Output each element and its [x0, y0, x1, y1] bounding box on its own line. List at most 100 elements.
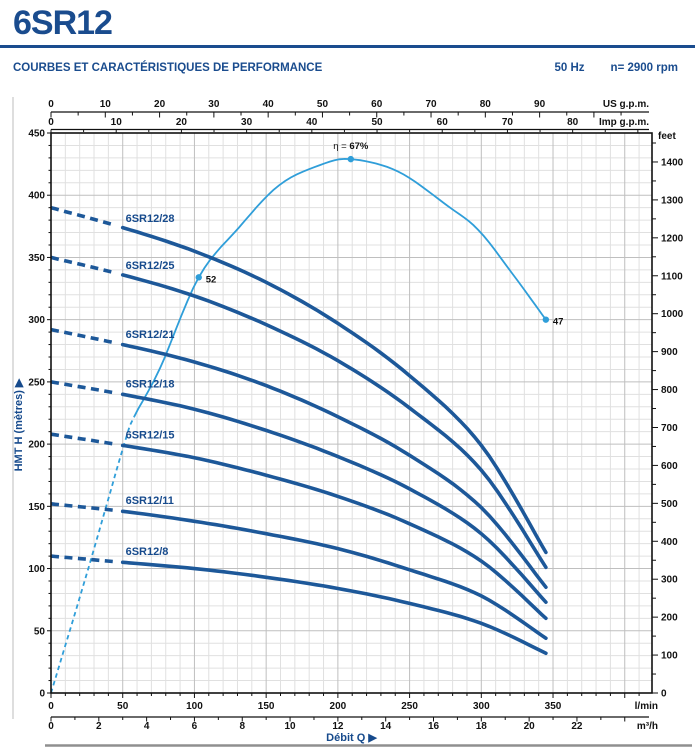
feet-tick-label: 1200 [661, 233, 684, 244]
efficiency-marker-label: 47 [553, 317, 564, 328]
lmin-tick-label: 100 [186, 701, 203, 712]
metres-tick-label: 50 [34, 626, 46, 637]
m3h-tick-label: 2 [96, 721, 102, 732]
efficiency-marker-dot [542, 316, 550, 323]
metres-tick-label: 350 [28, 253, 45, 264]
feet-tick-label: 1000 [661, 309, 684, 320]
pump-curve-solid [120, 273, 548, 570]
imp-tick-label: 50 [371, 117, 383, 128]
pump-curve-solid [120, 342, 548, 589]
imp-tick-label: 0 [48, 117, 54, 128]
metres-tick-label: 200 [28, 440, 45, 451]
axis-lmin: 0 50 100 150 200 250 300 350 l/min [48, 693, 658, 712]
m3h-tick-label: 16 [428, 721, 440, 732]
us-tick-label: 20 [154, 99, 166, 110]
metres-tick-label: 100 [28, 564, 45, 575]
grid [51, 133, 652, 693]
feet-tick-label: 500 [661, 499, 678, 510]
frequency-label: 50 Hz [554, 62, 585, 74]
imp-tick-label: 20 [176, 117, 188, 128]
m3h-unit-label: m³/h [637, 721, 658, 732]
axis-metres: 0 50 100 150 200 250 300 350 400 450 HMT H (mètres… [13, 129, 51, 700]
curve-label: 6SR12/21 [126, 329, 175, 341]
efficiency-marker-dot [347, 155, 354, 163]
imp-tick-label: 60 [437, 117, 449, 128]
imp-unit-label: Imp g.p.m. [599, 117, 649, 128]
m3h-tick-label: 20 [524, 721, 536, 732]
m3h-tick-label: 0 [48, 721, 54, 732]
axis-imp-gpm: 0 10 20 30 40 50 60 70 80 Imp g.p.m. [48, 117, 649, 133]
m3h-tick-label: 10 [285, 721, 297, 732]
speed-label: n= 2900 rpm [610, 62, 678, 74]
us-tick-label: 40 [263, 99, 275, 110]
metres-tick-label: 400 [28, 191, 45, 202]
debit-axis-title: Débit Q ▶ [326, 732, 377, 744]
pump-curve-dashed [50, 380, 116, 395]
us-tick-label: 60 [371, 99, 383, 110]
subheader: COURBES ET CARACTÉRISTIQUES DE PERFORMAN… [13, 62, 678, 74]
imp-tick-label: 10 [111, 117, 123, 128]
feet-tick-label: 200 [661, 613, 678, 624]
pump-curve-solid [120, 560, 548, 655]
feet-unit-label: feet [658, 131, 676, 142]
page-title: 6SR12 [13, 4, 113, 42]
m3h-tick-label: 12 [332, 721, 344, 732]
us-tick-label: 30 [208, 99, 220, 110]
efficiency-marker-label: 52 [206, 274, 217, 285]
efficiency-peak-label: η = 67% [333, 141, 369, 152]
curve-label: 6SR12/11 [126, 495, 174, 507]
spec-labels: 50 Hz n= 2900 rpm [555, 62, 679, 74]
us-tick-label: 90 [534, 99, 546, 110]
us-tick-label: 10 [100, 99, 112, 110]
lmin-tick-label: 150 [258, 701, 275, 712]
lmin-unit-label: l/min [635, 701, 658, 712]
feet-tick-label: 1100 [661, 271, 683, 282]
metres-tick-label: 450 [28, 129, 45, 140]
pump-curves: 6SR12/28 6SR12/25 6SR12/21 6SR12/18 6SR12/15… [50, 205, 548, 655]
pump-curve-solid [120, 392, 548, 604]
efficiency-curve: 52 η = 67% 47 [50, 141, 564, 694]
lmin-tick-label: 350 [545, 701, 562, 712]
pump-curve-dashed [50, 554, 116, 564]
us-tick-label: 50 [317, 99, 329, 110]
feet-tick-label: 700 [661, 423, 678, 434]
feet-tick-label: 1300 [661, 195, 684, 206]
feet-tick-label: 100 [661, 651, 678, 662]
lmin-tick-label: 300 [473, 701, 490, 712]
imp-tick-label: 30 [241, 117, 253, 128]
pump-curve-dashed [50, 432, 116, 446]
m3h-tick-label: 8 [239, 721, 245, 732]
us-tick-label: 80 [480, 99, 492, 110]
axis-feet: 0 100 200 300 400 500 600 700 800 900 1000 1100 1200… [652, 131, 684, 700]
metres-tick-label: 300 [28, 315, 45, 326]
metres-tick-label: 250 [28, 377, 45, 388]
m3h-tick-label: 4 [144, 721, 150, 732]
imp-tick-label: 70 [502, 117, 514, 128]
imp-tick-label: 40 [306, 117, 318, 128]
feet-tick-label: 0 [661, 689, 667, 700]
us-tick-label: 0 [48, 99, 54, 110]
pump-curve-dashed [50, 327, 116, 345]
curve-label: 6SR12/18 [126, 379, 175, 391]
pump-curve-solid [120, 443, 548, 621]
efficiency-marker-dot [195, 274, 202, 281]
chart-subtitle: COURBES ET CARACTÉRISTIQUES DE PERFORMAN… [13, 62, 323, 74]
pump-curve-solid [120, 509, 548, 640]
feet-tick-label: 900 [661, 347, 678, 358]
hmt-axis-title: HMT H (mètres) ▶ [13, 378, 25, 471]
lmin-tick-label: 200 [330, 701, 347, 712]
pump-curve-dashed [50, 255, 116, 275]
efficiency-curve-dashed [50, 416, 136, 694]
title-rule [0, 45, 695, 48]
pump-curve-solid [120, 225, 548, 555]
curve-label: 6SR12/28 [126, 213, 175, 225]
imp-tick-label: 80 [567, 117, 579, 128]
feet-tick-label: 300 [661, 575, 678, 586]
m3h-tick-label: 14 [380, 721, 392, 732]
pump-curve-dashed [50, 502, 116, 513]
axis-m3h: 0 2 4 6 8 10 12 14 16 18 20 22 m³/h [48, 716, 658, 732]
pump-curve-dashed [50, 205, 116, 228]
m3h-tick-label: 6 [192, 721, 198, 732]
